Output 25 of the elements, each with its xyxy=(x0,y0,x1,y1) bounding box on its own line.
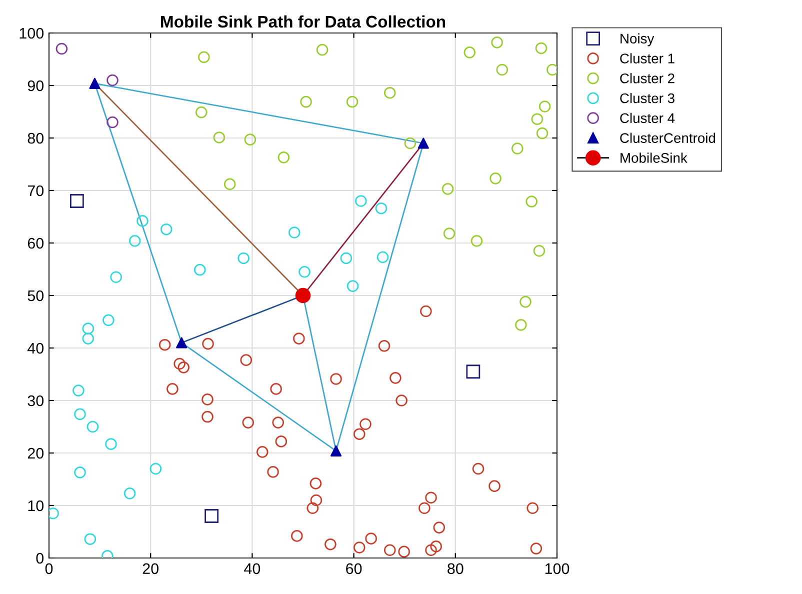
y-tick-label: 90 xyxy=(28,80,44,92)
y-tick-label: 80 xyxy=(28,132,44,144)
y-tick-label: 0 xyxy=(36,552,44,564)
x-tick-label: 60 xyxy=(346,563,362,574)
y-tick-label: 20 xyxy=(28,448,44,459)
x-tick-label: 40 xyxy=(244,563,260,574)
legend-label: ClusterCentroid xyxy=(620,132,716,143)
legend-label: Cluster 2 xyxy=(620,73,674,84)
legend-label: Cluster 4 xyxy=(620,112,675,124)
y-tick-label: 40 xyxy=(28,342,44,354)
x-tick-label: 0 xyxy=(45,563,53,574)
x-tick-label: 100 xyxy=(545,563,570,574)
y-tick-label: 70 xyxy=(28,185,44,196)
y-tick-label: 50 xyxy=(28,290,44,302)
legend-label: Cluster 1 xyxy=(620,53,674,64)
x-tick-label: 20 xyxy=(142,563,158,574)
x-tick-label: 80 xyxy=(448,563,464,574)
legend-label: MobileSink xyxy=(620,152,688,163)
legend-label: Cluster 3 xyxy=(620,92,674,104)
legend-label: Noisy xyxy=(620,33,654,46)
y-tick-label: 30 xyxy=(28,395,44,406)
y-tick-label: 10 xyxy=(28,500,44,512)
y-tick-label: 60 xyxy=(28,238,44,249)
y-tick-label: 100 xyxy=(20,28,44,39)
chart-title: Mobile Sink Path for Data Collection xyxy=(161,15,446,28)
